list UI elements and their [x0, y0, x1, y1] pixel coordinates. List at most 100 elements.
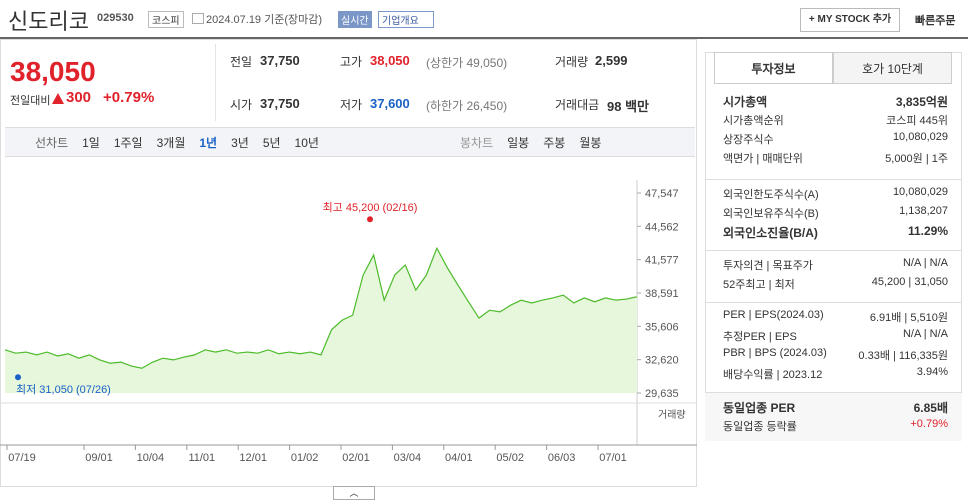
info-row: 외국인소진율(B/A) 11.29% [723, 224, 948, 243]
stat-label: 전일 [230, 55, 253, 69]
x-tick-label: 02/01 [342, 452, 370, 464]
plus: + [808, 14, 818, 25]
stat-sub: (하한가 26,450) [426, 99, 508, 113]
x-tick-label: 04/01 [445, 452, 473, 464]
high-label: 최고 45,200 (02/16) [323, 201, 418, 214]
calendar-icon [192, 13, 204, 24]
info-row: 외국인보유주식수(B) 1,138,207 [723, 205, 948, 224]
collapse-button[interactable]: ︿ [333, 486, 375, 500]
separator [215, 44, 216, 121]
info-row: 투자의견 | 목표주가 N/A | N/A [723, 257, 948, 276]
info-value: N/A | N/A [902, 257, 948, 269]
low-marker [15, 374, 21, 381]
stat-label: 고가 [340, 55, 363, 69]
y-tick-label: 38,591 [645, 288, 679, 300]
x-tick-label: 12/01 [239, 452, 267, 464]
info-value: 코스피 445위 [886, 115, 948, 127]
info-label: 동일업종 등락률 [723, 421, 797, 433]
period[interactable]: 1주일 [113, 136, 143, 150]
tab[interactable]: 호가 10단계 [833, 52, 952, 84]
up-arrow [52, 93, 64, 104]
candle[interactable]: 일봉 [507, 136, 530, 150]
period[interactable]: 1일 [82, 136, 100, 150]
stat-label: 저가 [340, 98, 363, 112]
x-tick-label: 11/01 [188, 452, 215, 464]
tab[interactable]: 투자정보 [714, 52, 833, 84]
info-value: 6.91배 | 5,510원 [869, 312, 948, 324]
info-value: N/A | N/A [902, 328, 948, 340]
period[interactable]: 3년 [231, 136, 249, 150]
info-row: 52주최고 | 최저 45,200 | 31,050 [723, 276, 948, 295]
info-row: 액면가 | 매매단위 5,000원 | 1주 [723, 150, 948, 169]
stock-name: 신도리코 [8, 9, 89, 34]
period[interactable]: 3개월 [156, 136, 186, 150]
info-section: PER | EPS(2024.03) 6.91배 | 5,510원 추정PER | … [705, 302, 962, 389]
chart-type[interactable]: 선차트 [35, 136, 69, 150]
quick-order[interactable]: 빠른주문 [915, 15, 956, 27]
volume-label: 거래량 [658, 409, 686, 421]
high-marker [367, 216, 373, 223]
chart: 29,635 32,620 35,606 38,591 41,577 44,562 47,5… [0, 180, 697, 464]
info-label: 배당수익률 | 2023.12 [723, 369, 823, 381]
info-row: 배당수익률 | 2023.12 3.94% [723, 366, 948, 385]
info-row: 동일업종 PER 6.85배 [723, 399, 948, 418]
info-value: 11.29% [907, 224, 948, 238]
candle[interactable]: 주봉 [543, 136, 566, 150]
info-row: 동일업종 등락률 +0.79% [723, 418, 948, 437]
change: 300 [66, 89, 92, 106]
realtime-badge[interactable]: 실시간 [338, 11, 372, 28]
y-tick-label: 29,635 [645, 388, 679, 400]
mystock-label: MY STOCK 추가 [817, 14, 892, 25]
y-tick-label: 44,562 [645, 221, 679, 233]
x-tick-label: 01/02 [291, 452, 319, 464]
stat-value: 2,599 [595, 53, 628, 68]
info-value: 0.33배 | 116,335원 [858, 350, 948, 362]
info-label: 추정PER | EPS [723, 331, 797, 343]
stat-label: 시가 [230, 98, 253, 112]
info-label: 투자의견 | 목표주가 [723, 260, 813, 272]
price: 38,050 [10, 56, 96, 87]
change-pct: +0.79% [103, 89, 155, 106]
stat-label: 거래량 [555, 55, 589, 69]
stat-value: 37,750 [260, 96, 300, 111]
period[interactable]: 10년 [294, 136, 319, 150]
y-tick-label: 47,547 [645, 188, 679, 200]
info-section: 외국인한도주식수(A) 10,080,029 외국인보유주식수(B) 1,138,20… [705, 179, 962, 247]
info-section: 투자의견 | 목표주가 N/A | N/A 52주최고 | 최저 45,200 | 3… [705, 250, 962, 299]
x-tick-label: 05/02 [496, 452, 524, 464]
chart-type[interactable]: 봉차트 [460, 136, 494, 150]
info-value: 6.85배 [913, 401, 948, 415]
market-badge: 코스피 [148, 11, 184, 28]
stat-label: 거래대금 [555, 98, 600, 112]
candle[interactable]: 월봉 [579, 136, 602, 150]
info-value: 45,200 | 31,050 [871, 276, 948, 288]
info-row: 시가총액순위 코스피 445위 [723, 112, 948, 131]
info-row: 추정PER | EPS N/A | N/A [723, 328, 948, 347]
info-label: 외국인소진율(B/A) [723, 226, 818, 240]
x-tick-label: 03/04 [394, 452, 422, 464]
info-label: 액면가 | 매매단위 [723, 153, 803, 165]
info-value: 1,138,207 [899, 205, 948, 217]
info-label: 동일업종 PER [723, 401, 796, 415]
period[interactable]: 1년 [199, 136, 218, 150]
y-tick-label: 41,577 [645, 255, 679, 267]
x-tick-label: 10/04 [137, 452, 165, 464]
info-value: 3.94% [916, 366, 948, 378]
x-tick-label: 07/01 [599, 452, 627, 464]
x-tick-label: 07/19 [8, 452, 36, 464]
divider [0, 37, 968, 39]
info-row: PER | EPS(2024.03) 6.91배 | 5,510원 [723, 309, 948, 328]
info-label: 상장주식수 [723, 134, 774, 146]
toolbar: 선차트 1일 1주일 3개월 1년 3년 5년 10년 봉차트 일봉 주봉 월봉 [5, 127, 695, 157]
period[interactable]: 5년 [262, 136, 281, 150]
price-area [5, 248, 637, 393]
y-tick-label: 35,606 [645, 321, 679, 333]
stat-value: 98 백만 [607, 99, 649, 114]
overview-dropdown[interactable]: 기업개요 [378, 11, 434, 28]
info-value: 10,080,029 [892, 131, 948, 143]
mystock-button[interactable]: + MY STOCK 추가 [800, 8, 900, 32]
stock-code: 029530 [97, 12, 134, 24]
info-row: 시가총액 3,835억원 [723, 93, 948, 112]
info-value: 5,000원 | 1주 [885, 153, 948, 165]
